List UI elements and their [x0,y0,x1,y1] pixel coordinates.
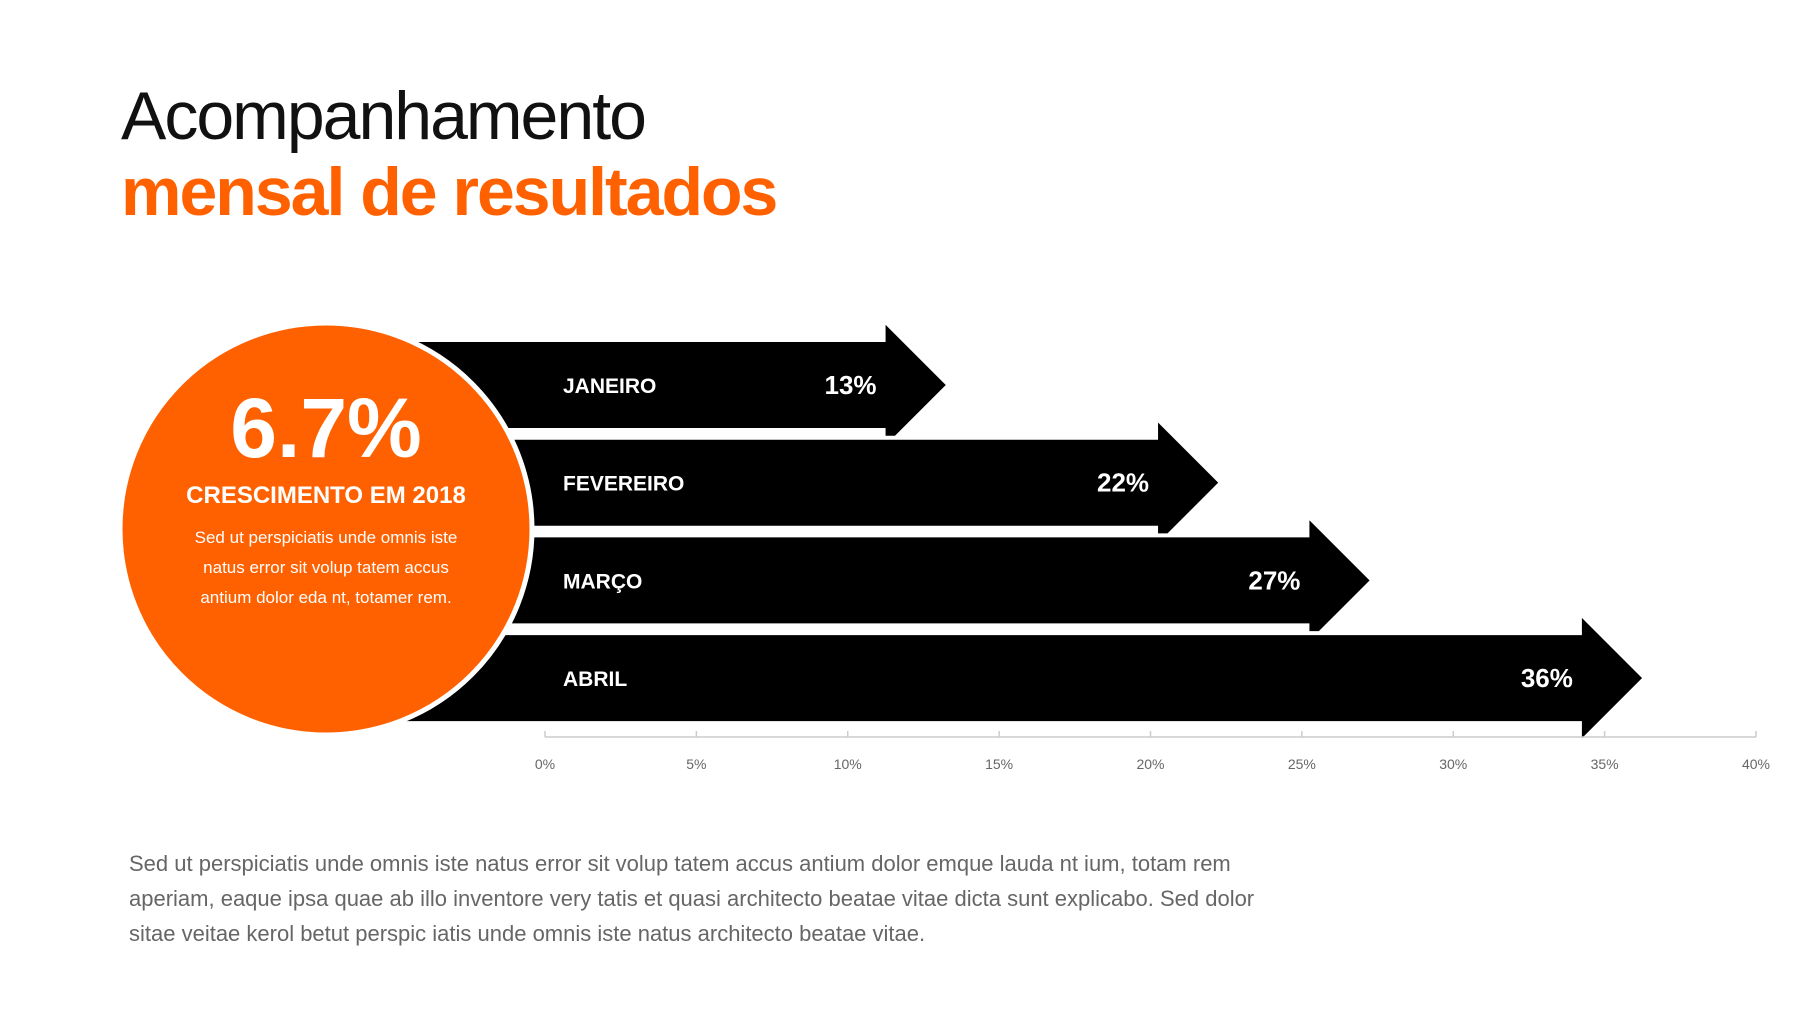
bar-label: FEVEREIRO [563,473,684,496]
highlight-content: 6.7% CRESCIMENTO EM 2018 Sed ut perspici… [124,327,528,731]
bar-value-label: 13% [825,370,877,400]
highlight-description: Sed ut perspiciatis unde omnis iste natu… [194,528,458,607]
bar-value-label: 22% [1097,468,1149,498]
x-tick-label: 10% [834,756,862,772]
bar-abril [378,608,1648,748]
bar-value-label: 27% [1248,565,1300,595]
x-tick-label: 20% [1136,756,1164,772]
x-tick-label: 0% [535,756,555,772]
title-block: Acompanhamento mensal de resultados [121,78,778,230]
bar-label: ABRIL [563,668,627,691]
body-paragraph: Sed ut perspiciatis unde omnis iste natu… [129,851,1255,946]
x-tick-label: 30% [1439,756,1467,772]
x-tick-label: 15% [985,756,1013,772]
highlight-value: 6.7% [230,381,422,475]
x-tick-label: 25% [1288,756,1316,772]
title-line-2: mensal de resultados [121,154,778,230]
bar-label: JANEIRO [563,375,656,398]
bar-value-label: 36% [1521,663,1573,693]
bar-label: MARÇO [563,570,642,593]
title-line-1: Acompanhamento [121,78,647,154]
x-tick-label: 35% [1591,756,1619,772]
x-tick-label: 5% [686,756,706,772]
highlight-circle [117,320,535,738]
highlight-label: CRESCIMENTO EM 2018 [186,482,466,509]
x-tick-label: 40% [1742,756,1770,772]
bar-março [378,510,1376,651]
